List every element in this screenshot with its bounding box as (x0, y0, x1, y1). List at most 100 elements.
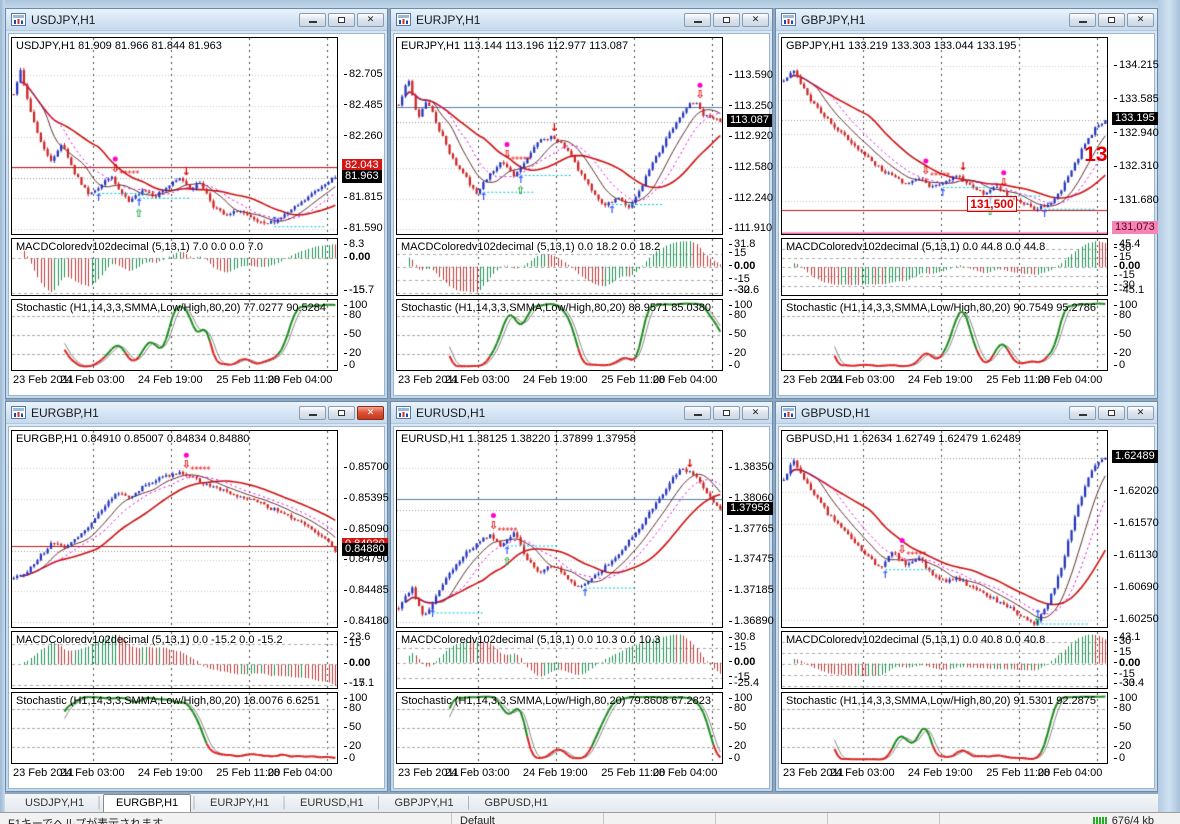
macd-axis[interactable]: 23.6 15 0.00 -15 -17.1 (341, 631, 390, 689)
macd-axis[interactable]: 8.3 0.00 -15 -15.7 (341, 238, 390, 296)
minimize-icon (308, 21, 317, 23)
chart-window[interactable]: EURJPY,H1 ✕ EURJPY,H1 113.144 113.196 11… (390, 8, 773, 399)
minimize-button[interactable] (299, 12, 326, 27)
stochastic-axis[interactable]: 100 80 50 20 0 (726, 299, 775, 371)
window-titlebar[interactable]: GBPJPY,H1 ✕ (776, 9, 1157, 31)
macd-axis-label: -15 (729, 273, 750, 285)
stochastic-axis-label: 80 (344, 309, 361, 321)
stochastic-canvas[interactable] (12, 693, 337, 763)
price-chart-canvas[interactable] (397, 38, 722, 234)
stochastic-axis-label: 20 (729, 347, 746, 359)
macd-canvas[interactable] (782, 239, 1107, 295)
window-titlebar[interactable]: GBPUSD,H1 ✕ (776, 402, 1157, 424)
stochastic-canvas[interactable] (12, 300, 337, 370)
price-chart-canvas[interactable] (12, 38, 337, 234)
macd-axis[interactable]: 45.4 30 15 0.00 -15 -30 -45.1 (1111, 238, 1160, 296)
minimize-button[interactable] (684, 12, 711, 27)
macd-canvas[interactable] (397, 632, 722, 688)
time-axis[interactable]: 23 Feb 2011 24 Feb 03:00 24 Feb 19:00 25 Fe… (396, 373, 723, 389)
restore-button[interactable] (328, 405, 355, 420)
stochastic-axis[interactable]: 100 80 50 20 0 (341, 299, 390, 371)
restore-button[interactable] (713, 405, 740, 420)
chart-window[interactable]: EURGBP,H1 ✕ EURGBP,H1 0.84910 0.85007 0.… (5, 401, 389, 792)
window-titlebar[interactable]: EURUSD,H1 ✕ (391, 402, 772, 424)
chart-window[interactable]: GBPJPY,H1 ✕ GBPJPY,H1 133.219 133.303 13… (775, 8, 1160, 399)
time-axis[interactable]: 23 Feb 2011 24 Feb 03:00 24 Feb 19:00 25 Fe… (781, 373, 1108, 389)
macd-axis[interactable]: 43.1 30 15 0.00 -15 -30 -33.4 (1111, 631, 1160, 689)
restore-button[interactable] (713, 12, 740, 27)
status-profile[interactable]: Default (452, 813, 604, 824)
macd-canvas[interactable] (12, 239, 337, 295)
tab-separator: │ (465, 797, 473, 809)
price-axis-label: 82.260 (344, 130, 383, 142)
minimize-button[interactable] (1069, 12, 1096, 27)
macd-axis[interactable]: 31.8 15 0.00 -15 -30 -32.6 (726, 238, 775, 296)
chart-window[interactable]: USDJPY,H1 ✕ USDJPY,H1 81.909 81.966 81.8… (5, 8, 388, 399)
stochastic-canvas[interactable] (397, 300, 722, 370)
chart-tab-usdjpy[interactable]: USDJPY,H1 (25, 797, 85, 809)
minimize-icon (308, 414, 317, 416)
time-axis[interactable]: 23 Feb 2011 24 Feb 03:00 24 Feb 19:00 25 Fe… (11, 373, 338, 389)
window-frame-edge-right (1158, 0, 1180, 824)
stochastic-axis[interactable]: 100 80 50 20 0 (341, 692, 390, 764)
chart-body: EURGBP,H1 0.84910 0.85007 0.84834 0.8488… (8, 426, 389, 789)
time-axis-label: 24 Feb 19:00 (137, 374, 203, 386)
macd-axis[interactable]: 30.8 15 0.00 -15 -25.4 (726, 631, 775, 689)
time-axis-label: 28 Feb 04:00 (1037, 767, 1103, 779)
price-axis-label: 1.36890 (729, 615, 774, 627)
chart-tab-gbpjpy[interactable]: GBPJPY,H1 (394, 797, 454, 809)
price-chart-canvas[interactable] (782, 38, 1107, 234)
price-axis[interactable]: 0.85700 0.85395 0.85090 0.84790 0.84485 0.841… (341, 430, 390, 628)
price-axis[interactable]: 1.62020 1.61570 1.61130 1.60690 1.60250 1.624… (1111, 430, 1160, 628)
current-price-box: 0.84880 (342, 543, 388, 557)
minimize-button[interactable] (299, 405, 326, 420)
restore-button[interactable] (328, 12, 355, 27)
chart-tab-eurgbp[interactable]: EURGBP,H1 (102, 794, 192, 813)
chart-tab-gbpusd[interactable]: GBPUSD,H1 (484, 797, 549, 809)
price-axis[interactable]: 82.70582.48582.26082.03581.81581.59082.0… (341, 37, 390, 235)
time-axis[interactable]: 23 Feb 2011 24 Feb 03:00 24 Feb 19:00 25 Fe… (781, 766, 1108, 782)
stochastic-axis[interactable]: 100 80 50 20 0 (1111, 692, 1160, 764)
close-button[interactable]: ✕ (742, 12, 769, 27)
macd-canvas[interactable] (397, 239, 722, 295)
time-axis-label: 25 Feb 11:00 (601, 767, 666, 779)
close-button[interactable]: ✕ (357, 405, 384, 420)
price-axis[interactable]: 134.215 133.585 132.940 132.310 131.680 133.1… (1111, 37, 1160, 235)
price-axis[interactable]: 1.38350 1.38060 1.37765 1.37475 1.37185 1.368… (726, 430, 775, 628)
macd-axis-label: -32.6 (729, 284, 759, 296)
chart-window[interactable]: EURUSD,H1 ✕ EURUSD,H1 1.38125 1.38220 1.… (390, 401, 775, 792)
chart-tab-eurusd[interactable]: EURUSD,H1 (300, 797, 364, 809)
restore-button[interactable] (1098, 12, 1125, 27)
restore-button[interactable] (1098, 405, 1125, 420)
time-axis[interactable]: 23 Feb 2011 24 Feb 03:00 24 Feb 19:00 25 Fe… (396, 766, 723, 782)
window-titlebar[interactable]: USDJPY,H1 ✕ (6, 9, 387, 31)
close-button[interactable]: ✕ (1127, 12, 1154, 27)
macd-canvas[interactable] (782, 632, 1107, 688)
macd-axis-label: -17.1 (344, 677, 374, 689)
window-titlebar[interactable]: EURGBP,H1 ✕ (6, 402, 387, 424)
close-button[interactable]: ✕ (357, 12, 384, 27)
price-chart-canvas[interactable] (12, 431, 337, 627)
chart-window-icon (781, 13, 796, 26)
close-icon: ✕ (366, 407, 375, 417)
stochastic-axis[interactable]: 100 80 50 20 0 (726, 692, 775, 764)
minimize-button[interactable] (1069, 405, 1096, 420)
price-axis[interactable]: 113.590 113.250 112.920 112.580 112.240 111.9… (726, 37, 775, 235)
close-button[interactable]: ✕ (1127, 405, 1154, 420)
macd-axis-label: -33.4 (1114, 677, 1144, 689)
price-chart-canvas[interactable] (397, 431, 722, 627)
close-button[interactable]: ✕ (742, 405, 769, 420)
window-titlebar[interactable]: EURJPY,H1 ✕ (391, 9, 772, 31)
chart-tab-eurjpy[interactable]: EURJPY,H1 (210, 797, 270, 809)
time-axis[interactable]: 23 Feb 2011 24 Feb 03:00 24 Feb 19:00 25 Fe… (11, 766, 338, 782)
price-axis-label: 1.60690 (1114, 581, 1159, 593)
price-chart-canvas[interactable] (782, 431, 1107, 627)
chart-window[interactable]: GBPUSD,H1 ✕ GBPUSD,H1 1.62634 1.62749 1.… (775, 401, 1160, 792)
stochastic-axis[interactable]: 100 80 50 20 0 (1111, 299, 1160, 371)
price-axis-label: 111.910 (729, 222, 772, 234)
stochastic-canvas[interactable] (782, 693, 1107, 763)
stochastic-canvas[interactable] (397, 693, 722, 763)
minimize-button[interactable] (684, 405, 711, 420)
macd-canvas[interactable] (12, 632, 337, 688)
stochastic-canvas[interactable] (782, 300, 1107, 370)
